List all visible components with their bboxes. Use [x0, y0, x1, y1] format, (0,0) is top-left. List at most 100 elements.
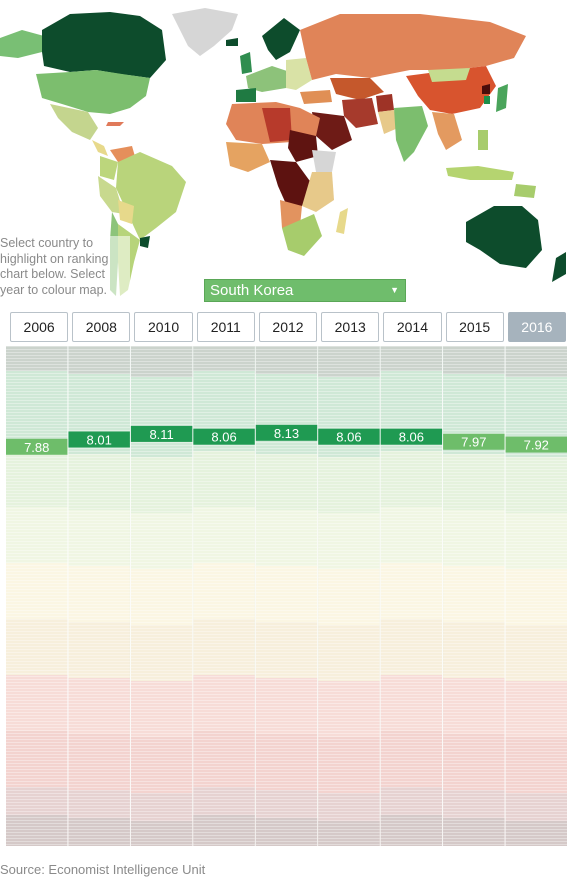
map-country-papua-new-guinea[interactable]: [514, 184, 536, 198]
ranking-bottom-band: [6, 815, 68, 846]
ranking-highlight-bar: [255, 424, 318, 441]
map-country-angola[interactable]: [280, 200, 302, 228]
map-country-west-africa[interactable]: [226, 142, 270, 172]
map-country-saudi-arabia[interactable]: [312, 112, 352, 150]
map-country-kazakhstan[interactable]: [330, 78, 384, 100]
map-country-indonesia[interactable]: [446, 166, 514, 180]
map-country-north-korea[interactable]: [482, 84, 490, 94]
map-country-scandinavia[interactable]: [262, 18, 300, 60]
map-country-western-europe[interactable]: [246, 66, 290, 92]
map-country-usa[interactable]: [36, 70, 150, 114]
ranking-bottom-band: [318, 821, 380, 846]
ranking-top-band: [443, 346, 505, 374]
map-country-mongolia[interactable]: [428, 68, 470, 82]
map-country-colombia[interactable]: [100, 156, 118, 180]
ranking-data-label: 7.97: [461, 435, 486, 450]
year-button-2014[interactable]: 2014: [383, 312, 442, 342]
ranking-chart[interactable]: 7.88 8.01 8.11 8.06 8.13 8.06 8.06 7.97 7.92: [6, 346, 567, 846]
year-button-2006[interactable]: 2006: [10, 312, 69, 342]
ranking-band: [318, 737, 380, 794]
map-country-canada[interactable]: [42, 12, 166, 78]
map-country-peru[interactable]: [98, 176, 124, 214]
ranking-band: [505, 513, 567, 570]
ranking-band: [68, 678, 130, 735]
ranking-band: [255, 510, 318, 567]
ranking-band: [505, 569, 567, 626]
map-country-southeast-asia[interactable]: [432, 112, 462, 150]
map-country-bolivia[interactable]: [118, 200, 134, 224]
map-country-greenland[interactable]: [172, 8, 238, 56]
ranking-data-label: 8.06: [399, 430, 424, 445]
ranking-highlight-bar: [505, 436, 567, 453]
world-map[interactable]: [0, 0, 576, 300]
map-country-iceland[interactable]: [226, 38, 238, 46]
ranking-band: [193, 451, 255, 508]
year-button-2012[interactable]: 2012: [258, 312, 318, 342]
map-country-iran[interactable]: [342, 98, 378, 128]
ranking-top-band: [6, 346, 68, 371]
map-country-uruguay[interactable]: [140, 236, 150, 248]
year-button-2015[interactable]: 2015: [445, 312, 504, 342]
year-selector: 2006 2008 2010 2011 2012 2013 2014 2015 …: [10, 312, 566, 342]
ranking-band: [68, 622, 130, 679]
year-button-2016[interactable]: 2016: [507, 312, 566, 342]
year-button-2008[interactable]: 2008: [72, 312, 131, 342]
map-country-southern-africa[interactable]: [282, 214, 322, 256]
ranking-band: [193, 619, 255, 676]
source-note: Source: Economist Intelligence Unit: [0, 862, 206, 877]
map-country-alaska[interactable]: [0, 30, 44, 58]
year-button-2011[interactable]: 2011: [196, 312, 255, 342]
map-country-japan[interactable]: [496, 84, 508, 112]
map-country-cuba[interactable]: [106, 122, 124, 126]
ranking-highlight-bar: [380, 428, 443, 445]
map-country-central-africa[interactable]: [270, 160, 312, 206]
ranking-band: [193, 507, 255, 564]
map-country-sudan[interactable]: [288, 130, 318, 162]
map-country-south-korea[interactable]: [484, 96, 490, 104]
map-country-east-africa[interactable]: [302, 172, 334, 212]
ranking-band: [6, 507, 68, 564]
map-country-uk[interactable]: [240, 52, 252, 74]
ranking-band: [193, 731, 255, 788]
map-country-madagascar[interactable]: [336, 208, 348, 234]
map-country-mexico[interactable]: [50, 104, 98, 140]
country-select-dropdown[interactable]: South Korea ▼: [204, 279, 406, 302]
ranking-band: [130, 681, 193, 738]
map-country-brazil[interactable]: [116, 152, 186, 240]
ranking-band: [6, 451, 68, 508]
ranking-band: [318, 457, 380, 514]
ranking-band: [380, 731, 443, 788]
ranking-highlight-bar: [193, 428, 255, 445]
map-instructions: Select country to highlight on ranking c…: [0, 236, 130, 298]
ranking-band: [130, 737, 193, 794]
ranking-band: [443, 566, 505, 623]
ranking-top-band: [255, 346, 318, 374]
map-country-central-america[interactable]: [92, 140, 108, 156]
ranking-band: [380, 451, 443, 508]
map-country-china[interactable]: [406, 66, 496, 114]
ranking-data-label: 7.88: [24, 440, 49, 455]
map-country-pakistan[interactable]: [378, 110, 398, 134]
map-country-afghanistan[interactable]: [376, 94, 394, 112]
ranking-top-band: [193, 346, 255, 371]
map-country-libya[interactable]: [262, 108, 292, 142]
map-country-australia[interactable]: [466, 206, 542, 268]
year-button-2010[interactable]: 2010: [134, 312, 193, 342]
ranking-bottom-band: [193, 815, 255, 846]
ranking-band: [193, 563, 255, 620]
ranking-bottom-band: [130, 821, 193, 846]
map-country-ethiopia[interactable]: [312, 150, 336, 172]
map-country-eastern-europe[interactable]: [286, 58, 312, 90]
map-country-new-zealand[interactable]: [552, 252, 566, 282]
map-country-india[interactable]: [394, 106, 428, 162]
map-country-philippines[interactable]: [478, 130, 488, 150]
ranking-band: [68, 454, 130, 511]
map-country-turkey[interactable]: [300, 90, 332, 104]
ranking-highlight-bar: [130, 425, 193, 442]
map-country-russia[interactable]: [300, 14, 526, 80]
ranking-bottom-band: [380, 815, 443, 846]
year-button-2013[interactable]: 2013: [321, 312, 380, 342]
ranking-top-band: [318, 346, 380, 377]
map-country-spain[interactable]: [236, 88, 256, 102]
ranking-band: [130, 569, 193, 626]
